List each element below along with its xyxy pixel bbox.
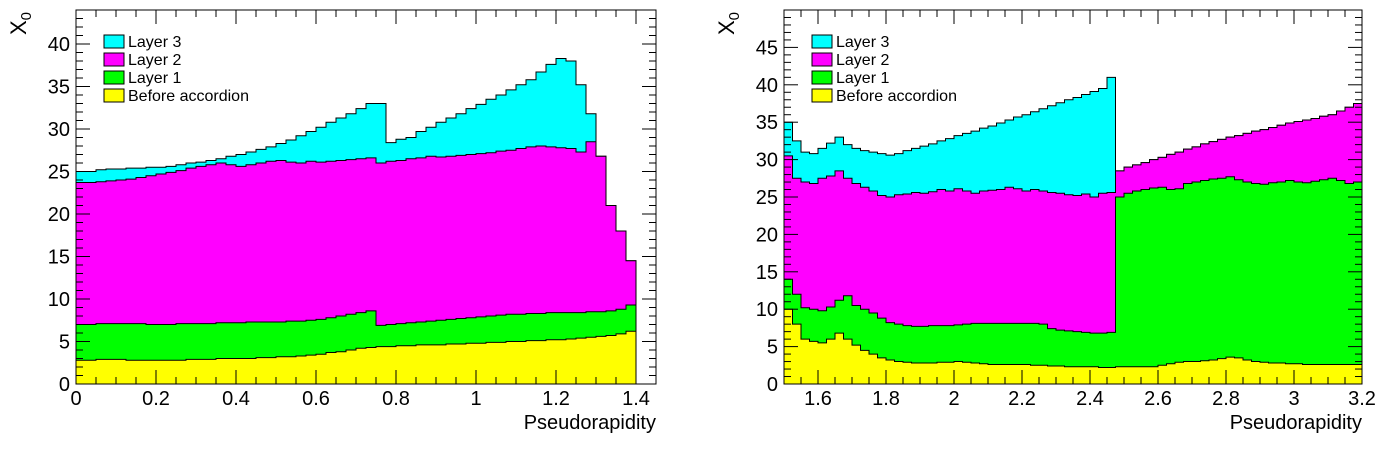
y-tick-label: 0	[59, 374, 70, 396]
legend-label-layer3: Layer 3	[128, 34, 181, 51]
y-tick-label: 5	[767, 337, 778, 359]
y-tick-label: 15	[756, 262, 778, 284]
y-tick-label: 40	[756, 75, 778, 97]
x-tick-label: 3	[1288, 388, 1299, 410]
x-tick-label: 0	[70, 388, 81, 410]
y-axis-label-sub: 0	[18, 12, 35, 20]
y-tick-label: 15	[48, 247, 70, 269]
x-tick-label: 1.2	[542, 388, 570, 410]
legend-swatch-layer3	[811, 34, 833, 49]
legend-swatch-layer2	[811, 52, 833, 67]
legend-swatch-layer3	[103, 34, 125, 49]
x-axis-label: Pseudorapidity	[524, 412, 656, 434]
series-area-before	[75, 330, 637, 385]
chart-panel-1: 0 5 10 15 20 25 30 35 40 0 0.2 0.4 0.6 0.8 1 1.2 1.4Pseu…	[6, 9, 657, 434]
x-tick-label: 0.8	[382, 388, 410, 410]
legend-swatch-before	[811, 88, 833, 103]
x-tick-label: 1.8	[872, 388, 900, 410]
y-tick-label: 20	[756, 224, 778, 246]
x-tick-label: 0.4	[222, 388, 250, 410]
legend-swatch-layer1	[103, 70, 125, 85]
legend-label-before: Before accordion	[128, 88, 249, 105]
y-tick-label: 20	[48, 204, 70, 226]
y-tick-label: 35	[48, 77, 70, 99]
x-tick-label: 2.6	[1144, 388, 1172, 410]
legend-swatch-before	[103, 88, 125, 103]
series-area-before	[783, 308, 1363, 385]
legend-label-before: Before accordion	[836, 88, 957, 105]
y-tick-label: 25	[48, 162, 70, 184]
x-tick-label: 1.6	[804, 388, 832, 410]
y-tick-label: 45	[756, 37, 778, 59]
y-tick-label: 40	[48, 34, 70, 56]
legend-label-layer1: Layer 1	[128, 70, 181, 87]
legend-label-layer2: Layer 2	[128, 52, 181, 69]
x-tick-label: 1.4	[622, 388, 650, 410]
y-tick-label: 25	[756, 187, 778, 209]
y-tick-label: 5	[59, 332, 70, 354]
chart-panel-2: 0 5 10 15 20 25 30 35 40 45 1.6 1.8 2 2.2 2.4 2.6 2.8 3 3.…	[714, 9, 1376, 434]
legend-label-layer3: Layer 3	[836, 34, 889, 51]
series-area-layer1	[783, 176, 1363, 385]
y-axis-label-main: X	[714, 20, 739, 35]
x-tick-label: 2.4	[1076, 388, 1104, 410]
y-axis-label: X0	[6, 12, 35, 35]
y-tick-label: 30	[756, 150, 778, 172]
x-tick-label: 2.8	[1212, 388, 1240, 410]
x-tick-label: 0.2	[142, 388, 170, 410]
x-axis-label: Pseudorapidity	[1230, 412, 1362, 434]
y-axis-label-sub: 0	[726, 12, 743, 20]
y-tick-label: 10	[48, 289, 70, 311]
y-tick-label: 10	[756, 299, 778, 321]
legend-swatch-layer2	[103, 52, 125, 67]
y-tick-label: 35	[756, 112, 778, 134]
y-axis-label-main: X	[6, 20, 31, 35]
x-tick-label: 0.6	[302, 388, 330, 410]
y-tick-label: 0	[767, 374, 778, 396]
x-tick-label: 1	[470, 388, 481, 410]
y-tick-label: 30	[48, 119, 70, 141]
legend-swatch-layer1	[811, 70, 833, 85]
x-tick-label: 2.2	[1008, 388, 1036, 410]
x-tick-label: 3.2	[1348, 388, 1376, 410]
legend-label-layer2: Layer 2	[836, 52, 889, 69]
legend-label-layer1: Layer 1	[836, 70, 889, 87]
x-tick-label: 2	[948, 388, 959, 410]
y-axis-label: X0	[714, 12, 743, 35]
